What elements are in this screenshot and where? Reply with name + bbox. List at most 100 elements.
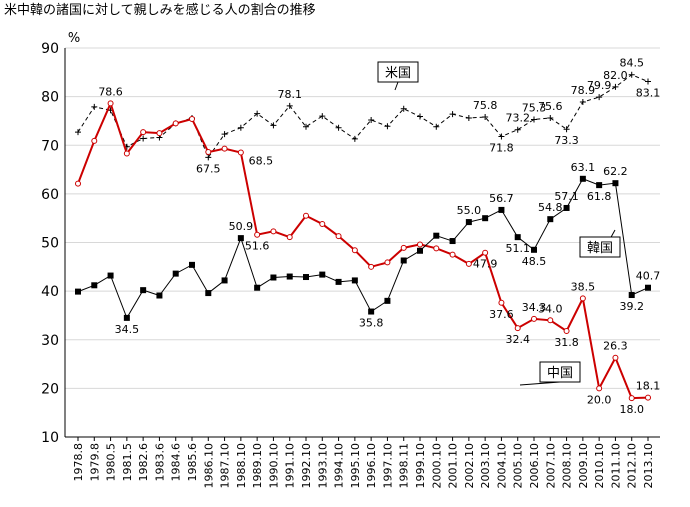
point	[189, 261, 195, 268]
point	[303, 274, 309, 281]
data-label: 38.5	[571, 280, 596, 293]
point	[579, 175, 586, 182]
point	[368, 308, 375, 315]
point	[465, 219, 472, 226]
point	[563, 327, 570, 334]
y-tick-label: 80	[41, 90, 59, 106]
x-tick-label: 1998.11	[398, 443, 411, 489]
point	[254, 284, 261, 291]
point	[91, 282, 98, 289]
point	[172, 120, 179, 127]
legend-box	[579, 236, 621, 258]
point	[531, 116, 537, 123]
y-tick-label: 40	[41, 284, 59, 300]
x-tick-label: 1999.10	[414, 443, 427, 489]
data-label: 79.9	[587, 79, 612, 92]
legend-pointer	[394, 81, 399, 91]
x-tick-label: 1996.10	[365, 443, 378, 489]
point	[498, 206, 505, 213]
point	[368, 116, 375, 123]
data-label: 56.7	[489, 192, 514, 205]
data-label: 37.6	[489, 308, 514, 321]
x-tick-label: 2006.10	[528, 443, 541, 489]
point	[286, 102, 293, 109]
point	[465, 115, 472, 122]
data-label: 78.9	[571, 84, 596, 97]
point	[189, 115, 195, 122]
x-tick-label: 1987.10	[219, 443, 232, 489]
legend-box	[377, 61, 419, 83]
data-label: 63.1	[571, 161, 596, 174]
point	[351, 277, 358, 284]
x-tick-label: 2000.10	[430, 443, 443, 489]
point	[205, 149, 212, 156]
x-tick-label: 1990.10	[267, 443, 280, 489]
point	[205, 154, 212, 161]
y-tick-label: 90	[41, 41, 59, 57]
x-tick-label: 2011.10	[609, 443, 622, 489]
y-tick-label: 10	[41, 430, 59, 446]
point	[547, 115, 554, 122]
data-label: 51.6	[245, 240, 270, 253]
point	[482, 215, 489, 222]
point	[221, 277, 228, 284]
point	[628, 71, 635, 78]
data-label: 84.5	[619, 57, 644, 70]
point	[107, 100, 114, 107]
data-label: 68.5	[249, 155, 274, 168]
point	[237, 149, 244, 156]
data-label: 62.2	[603, 165, 628, 178]
point	[270, 122, 277, 129]
point	[596, 385, 603, 392]
data-label: 18.0	[619, 403, 644, 416]
point	[156, 292, 163, 299]
point	[254, 110, 261, 117]
series-line	[77, 100, 649, 400]
point	[237, 235, 244, 242]
x-tick-label: 1995.10	[349, 443, 362, 489]
data-label: 34.0	[538, 302, 563, 315]
point	[612, 354, 619, 361]
point	[612, 180, 619, 187]
point	[319, 271, 326, 278]
data-label: 75.3	[522, 101, 547, 114]
point	[123, 150, 130, 157]
data-label: 54.8	[538, 201, 563, 214]
point	[417, 247, 423, 254]
x-tick-label: 2010.10	[593, 443, 606, 489]
data-label: 32.4	[505, 333, 530, 346]
x-tick-label: 2003.10	[479, 443, 492, 489]
y-tick-label: 20	[41, 381, 59, 397]
data-label: 48.5	[522, 255, 547, 268]
point	[335, 233, 342, 240]
x-tick-label: 1994.10	[333, 443, 346, 489]
point	[237, 124, 244, 131]
chart-title: 米中韓の諸国に対して親しみを感じる人の割合の推移	[4, 2, 316, 18]
legend-label: 米国	[385, 66, 411, 81]
point	[91, 137, 98, 144]
x-tick-label: 2005.10	[512, 443, 525, 489]
series-line	[77, 74, 649, 159]
point	[400, 105, 407, 112]
data-label: 20.0	[587, 393, 612, 406]
data-label: 51.1	[505, 242, 530, 255]
point	[384, 123, 391, 130]
x-tick-label: 1984.6	[170, 443, 183, 482]
point	[221, 131, 228, 138]
data-label: 34.5	[115, 323, 140, 336]
data-label: 34.3	[522, 301, 547, 314]
point	[417, 241, 423, 248]
legend-box	[539, 361, 581, 383]
x-tick-label: 1986.10	[202, 443, 215, 489]
point	[221, 145, 228, 152]
data-label: 47.9	[473, 258, 498, 271]
point	[433, 245, 440, 252]
point	[319, 113, 326, 120]
x-tick-label: 2001.10	[447, 443, 460, 489]
point	[303, 212, 309, 219]
legend-label: 韓国	[587, 241, 613, 256]
point	[335, 278, 342, 285]
point	[417, 113, 423, 120]
point	[514, 234, 521, 241]
point	[645, 394, 651, 401]
